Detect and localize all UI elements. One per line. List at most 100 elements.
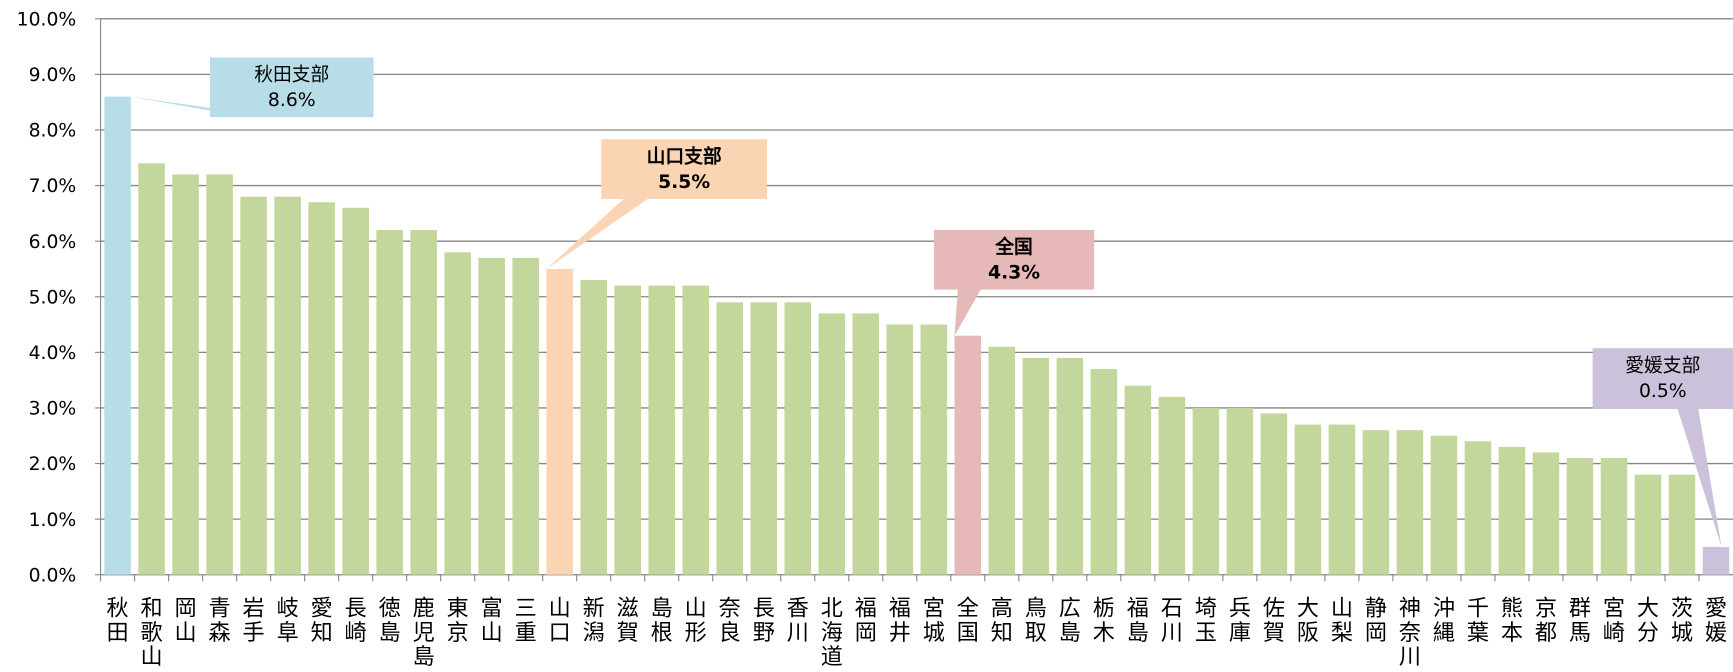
- x-tick-label: 栃木: [1093, 596, 1115, 646]
- x-tick-label: 徳島: [379, 596, 401, 646]
- x-tick-label: 岐阜: [277, 596, 299, 646]
- y-tick-label: 10.0%: [17, 9, 77, 30]
- bar: [1260, 413, 1288, 575]
- bar: [1056, 357, 1084, 575]
- x-tick-label: 愛媛: [1705, 596, 1727, 646]
- bar: [1600, 457, 1628, 575]
- bar: [206, 174, 233, 575]
- bar: [172, 174, 199, 575]
- bar: [716, 302, 744, 575]
- y-tick-label: 5.0%: [29, 287, 77, 308]
- callout-pointer: [1676, 406, 1722, 547]
- x-tick-label: 新潟: [583, 596, 605, 646]
- x-tick-label: 岩手: [243, 596, 265, 646]
- bar: [1362, 430, 1390, 575]
- bar: [512, 257, 539, 575]
- bar: [444, 252, 471, 575]
- callout-box: [601, 139, 768, 199]
- y-tick-label: 4.0%: [29, 343, 77, 364]
- y-tick-label: 9.0%: [29, 65, 77, 86]
- x-tick-label: 東京: [447, 596, 469, 646]
- x-tick-label: 滋賀: [617, 596, 639, 646]
- bar: [1124, 385, 1152, 575]
- bar: [750, 302, 778, 575]
- x-tick-label: 大分: [1637, 596, 1659, 646]
- x-tick-label: 香川: [787, 596, 809, 646]
- bar: [1634, 474, 1662, 575]
- y-tick-label: 6.0%: [29, 232, 77, 253]
- x-tick-label: 広島: [1059, 596, 1081, 646]
- callout-box: [1592, 348, 1733, 409]
- bar: [1498, 446, 1526, 575]
- x-tick-label: 茨城: [1671, 596, 1693, 646]
- callout-title: 秋田支部: [254, 64, 329, 86]
- x-tick-label: 静岡: [1365, 596, 1387, 646]
- bar: [274, 196, 301, 575]
- bar: [886, 324, 914, 575]
- bar: [1566, 457, 1594, 575]
- callout-box: [209, 57, 374, 118]
- callout-value: 8.6%: [268, 90, 316, 111]
- x-tick-label: 秋田: [107, 596, 129, 646]
- bar: [580, 280, 607, 575]
- x-tick-label: 福島: [1127, 596, 1149, 646]
- x-tick-label: 全国: [957, 596, 979, 646]
- x-tick-label: 石川: [1161, 596, 1183, 646]
- x-tick-label: 熊本: [1501, 596, 1523, 646]
- x-tick-label: 兵庫: [1229, 596, 1251, 646]
- bar: [852, 313, 880, 575]
- y-tick-label: 1.0%: [29, 510, 77, 531]
- bar: [1532, 452, 1560, 575]
- x-tick-label: 岡山: [175, 596, 197, 646]
- x-tick-label: 福岡: [855, 596, 877, 646]
- bar: [1192, 407, 1220, 575]
- bar: [1022, 357, 1050, 575]
- bar: [818, 313, 846, 575]
- callout-value: 4.3%: [988, 263, 1040, 284]
- bar: [1668, 474, 1696, 575]
- y-tick-label: 2.0%: [29, 454, 77, 475]
- x-tick-label: 佐賀: [1263, 596, 1285, 646]
- x-tick-label: 北海道: [821, 596, 843, 671]
- callout-value: 0.5%: [1639, 381, 1687, 402]
- x-tick-label: 福井: [889, 596, 911, 646]
- bar: [478, 257, 505, 575]
- bar: [954, 335, 982, 575]
- callout-title: 全国: [994, 235, 1033, 258]
- bar: [1430, 435, 1458, 575]
- bar: [988, 346, 1016, 575]
- y-tick-label: 0.0%: [29, 565, 77, 586]
- x-tick-label: 青森: [209, 596, 231, 646]
- bar: [308, 202, 335, 575]
- bar: [682, 285, 709, 575]
- x-tick-label: 宮城: [923, 596, 945, 646]
- x-tick-label: 島根: [651, 596, 673, 646]
- x-tick-label: 群馬: [1569, 596, 1591, 646]
- callout-pointer: [546, 196, 651, 269]
- callout-box: [933, 229, 1095, 290]
- x-tick-label: 千葉: [1467, 596, 1489, 646]
- x-tick-label: 富山: [481, 596, 503, 646]
- x-tick-label: 三重: [515, 596, 537, 646]
- bar: [376, 230, 403, 575]
- bar: [104, 96, 131, 575]
- x-tick-label: 山口: [549, 596, 571, 646]
- bar: [784, 302, 812, 575]
- bar: [1328, 424, 1356, 575]
- y-tick-label: 7.0%: [29, 176, 77, 197]
- bar: [240, 196, 267, 575]
- bar: [138, 163, 165, 575]
- x-tick-label: 高知: [991, 596, 1013, 646]
- bar: [410, 230, 437, 575]
- y-tick-label: 8.0%: [29, 121, 77, 142]
- x-tick-label: 長崎: [345, 596, 367, 646]
- x-tick-label: 和歌山: [141, 596, 163, 671]
- callout-pointer: [954, 287, 982, 336]
- x-tick-label: 山形: [685, 596, 707, 646]
- x-tick-label: 愛知: [311, 596, 333, 646]
- bar: [1294, 424, 1322, 575]
- y-tick-label: 3.0%: [29, 399, 77, 420]
- bar: [1158, 396, 1186, 575]
- x-tick-label: 奈良: [719, 596, 741, 646]
